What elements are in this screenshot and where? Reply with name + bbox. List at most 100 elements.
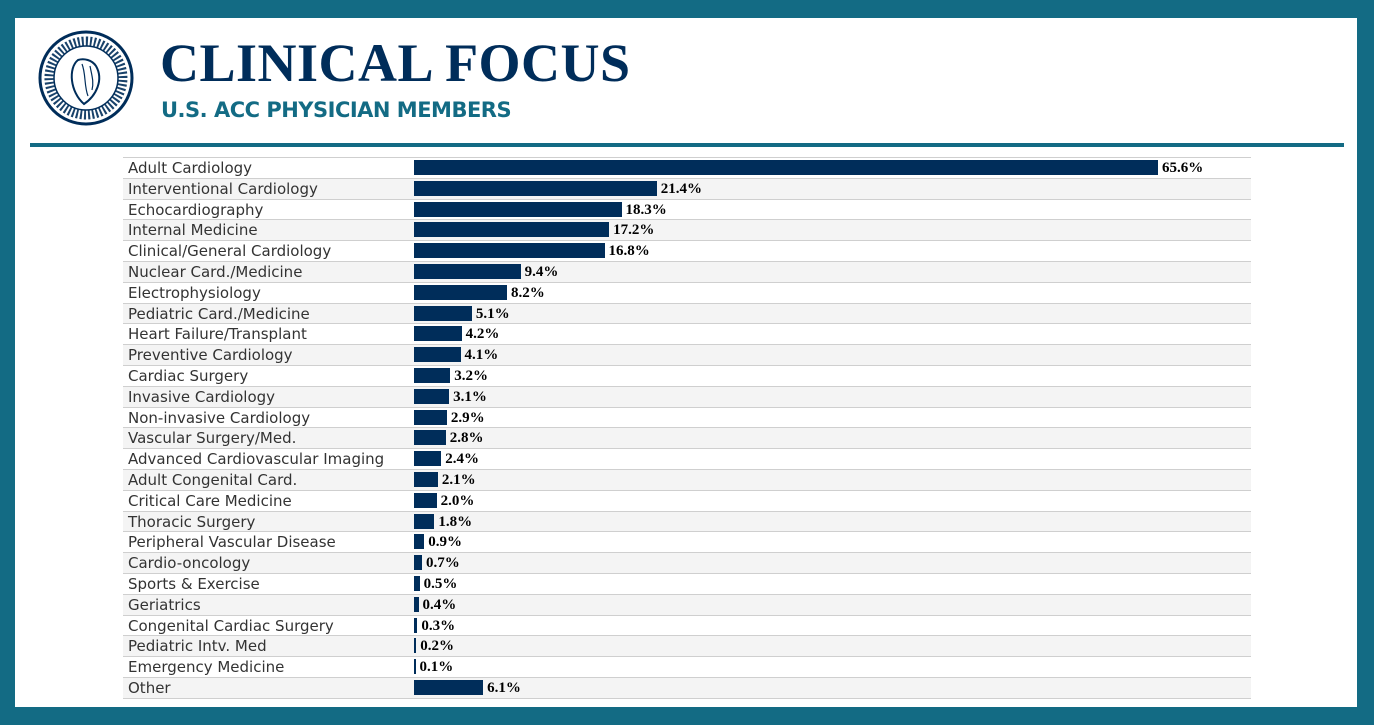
value-label: 3.2% <box>454 367 489 384</box>
bar <box>414 575 420 591</box>
chart-row: Sports & Exercise 0.5% <box>123 574 1251 595</box>
bar <box>414 222 610 238</box>
page-title: CLINICAL FOCUS <box>160 33 631 93</box>
category-label: Congenital Cardiac Surgery <box>128 616 334 635</box>
category-label: Heart Failure/Transplant <box>128 325 307 344</box>
chart-row: Interventional Cardiology 21.4% <box>123 178 1251 200</box>
value-label: 9.4% <box>524 263 559 280</box>
bar <box>414 513 435 529</box>
bar <box>414 471 438 487</box>
bar <box>414 534 425 550</box>
bar <box>414 263 521 279</box>
value-label: 21.4% <box>660 180 702 197</box>
bar <box>414 388 450 404</box>
bar <box>414 638 417 654</box>
chart-row: Pediatric Intv. Med 0.2% <box>123 636 1251 658</box>
value-label: 4.1% <box>464 347 499 364</box>
chart-row: Peripheral Vascular Disease 0.9% <box>123 532 1251 554</box>
chart-row: Non-invasive Cardiology 2.9% <box>123 408 1251 429</box>
category-label: Peripheral Vascular Disease <box>128 533 336 552</box>
category-label: Pediatric Intv. Med <box>128 637 267 656</box>
chart-row: Critical Care Medicine 2.0% <box>123 491 1251 512</box>
chart-row: Vascular Surgery/Med. 2.8% <box>123 428 1251 450</box>
chart-row: Thoracic Surgery 1.8% <box>123 511 1251 533</box>
bar <box>414 555 422 571</box>
chart-row: Electrophysiology 8.2% <box>123 283 1251 304</box>
bar <box>414 409 447 425</box>
chart-row: Nuclear Card./Medicine 9.4% <box>123 261 1251 283</box>
value-label: 0.1% <box>419 659 454 676</box>
value-label: 0.4% <box>422 596 457 613</box>
chart-row: Other 6.1% <box>123 677 1251 699</box>
chart-row: Invasive Cardiology 3.1% <box>123 386 1251 408</box>
chart-row: Clinical/General Cardiology 16.8% <box>123 241 1251 262</box>
value-label: 16.8% <box>608 243 650 260</box>
page-subtitle: U.S. ACC PHYSICIAN MEMBERS <box>161 98 512 122</box>
bar <box>414 243 605 259</box>
value-label: 8.2% <box>511 284 545 301</box>
category-label: Invasive Cardiology <box>128 387 276 406</box>
bar <box>414 679 484 695</box>
bar <box>414 180 657 196</box>
chart-row: Emergency Medicine 0.1% <box>123 657 1251 678</box>
bar <box>414 596 419 612</box>
bar <box>414 430 446 446</box>
value-label: 0.3% <box>421 617 456 634</box>
bar <box>414 492 437 508</box>
category-label: Sports & Exercise <box>128 574 260 593</box>
value-label: 65.6% <box>1162 160 1204 176</box>
bar <box>414 347 461 363</box>
value-label: 2.4% <box>445 451 479 468</box>
value-label: 2.8% <box>449 430 484 447</box>
chart-row: Cardiac Surgery 3.2% <box>123 366 1251 387</box>
bar <box>414 305 472 321</box>
category-label: Interventional Cardiology <box>128 179 318 198</box>
value-label: 0.5% <box>423 575 458 592</box>
category-label: Adult Cardiology <box>128 159 253 177</box>
chart-row: Adult Congenital Card. 2.1% <box>123 469 1251 491</box>
category-label: Cardiac Surgery <box>128 366 249 385</box>
value-label: 0.9% <box>428 534 462 551</box>
value-label: 4.2% <box>465 326 500 343</box>
category-label: Pediatric Card./Medicine <box>128 304 310 323</box>
category-label: Electrophysiology <box>128 283 261 302</box>
category-label: Nuclear Card./Medicine <box>128 262 303 281</box>
chart-row: Cardio-oncology 0.7% <box>123 553 1251 574</box>
chart-row: Congenital Cardiac Surgery 0.3% <box>123 616 1251 637</box>
chart-row: Heart Failure/Transplant 4.2% <box>123 324 1251 346</box>
category-label: Echocardiography <box>128 200 264 219</box>
value-label: 1.8% <box>438 513 473 530</box>
chart-row: Geriatrics 0.4% <box>123 594 1251 616</box>
value-label: 5.1% <box>475 305 510 322</box>
category-label: Cardio-oncology <box>128 554 251 573</box>
category-label: Other <box>128 678 171 697</box>
chart-row: Adult Cardiology 65.6% <box>123 158 1251 179</box>
category-label: Thoracic Surgery <box>128 512 256 531</box>
bar <box>414 367 451 383</box>
category-label: Internal Medicine <box>128 221 258 240</box>
value-label: 3.1% <box>453 388 487 405</box>
chart-row: Preventive Cardiology 4.1% <box>123 345 1251 366</box>
acc-logo-icon <box>38 30 134 126</box>
bar <box>414 451 442 467</box>
bar-chart: Adult Cardiology 65.6% Interventional Card… <box>123 157 1251 699</box>
chart-row: Pediatric Card./Medicine 5.1% <box>123 303 1251 325</box>
chart-row: Internal Medicine 17.2% <box>123 220 1251 242</box>
value-label: 17.2% <box>613 222 655 239</box>
bar <box>414 617 418 633</box>
value-label: 18.3% <box>625 201 667 218</box>
value-label: 2.9% <box>450 409 485 426</box>
category-label: Preventive Cardiology <box>128 346 293 365</box>
category-label: Critical Care Medicine <box>128 491 292 510</box>
value-label: 6.1% <box>487 679 521 696</box>
header-divider <box>30 143 1344 147</box>
category-label: Non-invasive Cardiology <box>128 408 311 427</box>
bar <box>414 284 507 300</box>
value-label: 2.0% <box>440 492 475 509</box>
category-label: Advanced Cardiovascular Imaging <box>128 450 385 469</box>
category-label: Vascular Surgery/Med. <box>128 429 297 448</box>
value-label: 0.2% <box>420 638 455 655</box>
category-label: Adult Congenital Card. <box>128 470 298 489</box>
chart-row: Advanced Cardiovascular Imaging 2.4% <box>123 449 1251 470</box>
category-label: Clinical/General Cardiology <box>128 242 332 261</box>
